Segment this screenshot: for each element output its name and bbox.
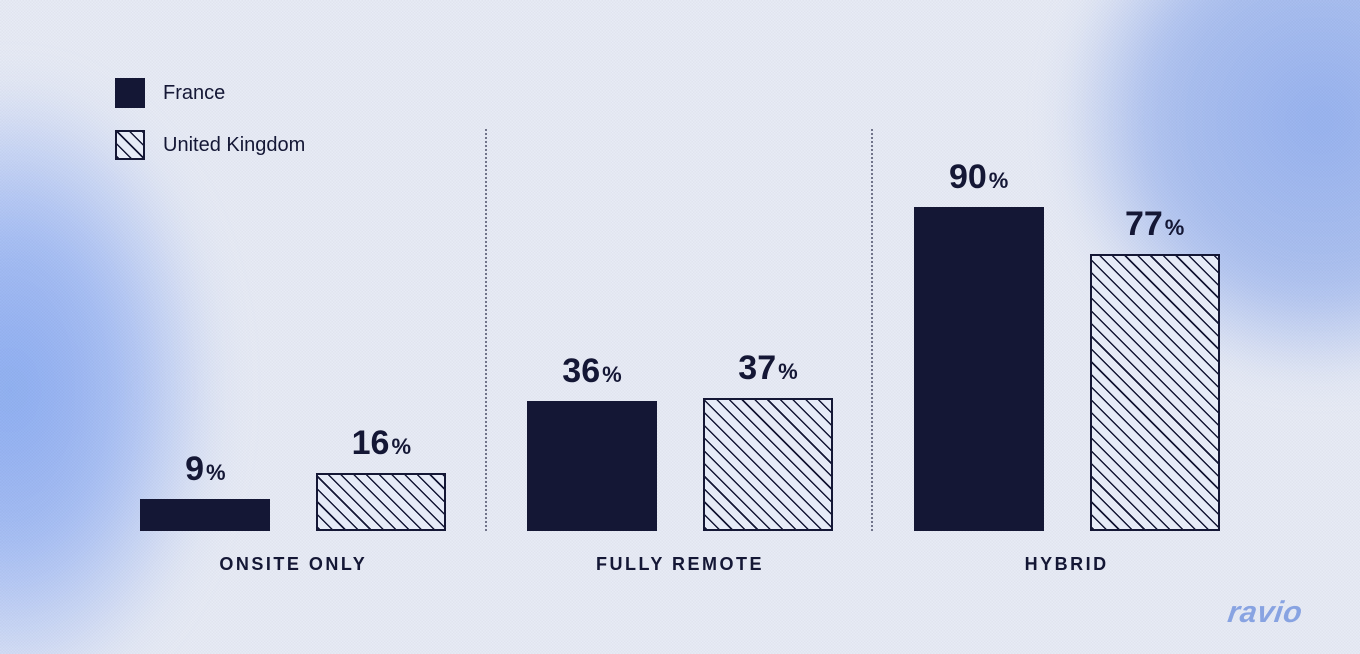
bar-label-remote-uk: 37% (738, 349, 797, 388)
legend-swatch-uk (115, 130, 145, 160)
xlabel-cell: HYBRID (873, 531, 1260, 579)
bar-label-remote-france: 36% (562, 352, 621, 391)
bar-chart: 9% 16% 36% (100, 159, 1260, 579)
xlabel-cell: FULLY REMOTE (487, 531, 874, 579)
bar-label-onsite-uk: 16% (352, 424, 411, 463)
bar-rect (1090, 254, 1220, 531)
legend-label-uk: United Kingdom (163, 134, 305, 157)
bar-hybrid-france: 90% (914, 158, 1044, 531)
xlabel-hybrid: HYBRID (1025, 554, 1109, 575)
percent-symbol: % (391, 434, 411, 460)
percent-symbol: % (602, 362, 622, 388)
bar-value: 16 (352, 424, 390, 463)
legend-label-france: France (163, 82, 225, 105)
percent-symbol: % (206, 460, 226, 486)
bar-remote-uk: 37% (703, 349, 833, 531)
bar-value: 36 (562, 352, 600, 391)
bar-label-hybrid-uk: 77% (1125, 205, 1184, 244)
legend-item-uk: United Kingdom (115, 130, 305, 160)
brand-logo: ravio (1225, 596, 1304, 630)
bar-groups: 9% 16% 36% (100, 159, 1260, 531)
legend-swatch-france (115, 78, 145, 108)
bar-rect (316, 473, 446, 531)
bar-label-onsite-france: 9% (185, 450, 225, 489)
x-axis-labels: ONSITE ONLY FULLY REMOTE HYBRID (100, 531, 1260, 579)
chart-stage: France United Kingdom 9% 16% (0, 0, 1360, 654)
bar-remote-france: 36% (527, 352, 657, 531)
bar-value: 37 (738, 349, 776, 388)
group-onsite: 9% 16% (100, 159, 487, 531)
legend-item-france: France (115, 78, 305, 108)
bar-onsite-france: 9% (140, 450, 270, 531)
bar-onsite-uk: 16% (316, 424, 446, 531)
bar-value: 77 (1125, 205, 1163, 244)
percent-symbol: % (778, 359, 798, 385)
bar-value: 9 (185, 450, 204, 489)
group-hybrid: 90% 77% (873, 159, 1260, 531)
bar-value: 90 (949, 158, 987, 197)
group-remote: 36% 37% (487, 159, 874, 531)
legend: France United Kingdom (115, 78, 305, 160)
bar-rect (527, 401, 657, 531)
xlabel-remote: FULLY REMOTE (596, 554, 764, 575)
xlabel-onsite: ONSITE ONLY (219, 554, 367, 575)
bar-label-hybrid-france: 90% (949, 158, 1008, 197)
bar-hybrid-uk: 77% (1090, 205, 1220, 531)
bar-rect (703, 398, 833, 531)
xlabel-cell: ONSITE ONLY (100, 531, 487, 579)
percent-symbol: % (1165, 215, 1185, 241)
bar-rect (914, 207, 1044, 531)
percent-symbol: % (989, 168, 1009, 194)
bar-rect (140, 499, 270, 531)
